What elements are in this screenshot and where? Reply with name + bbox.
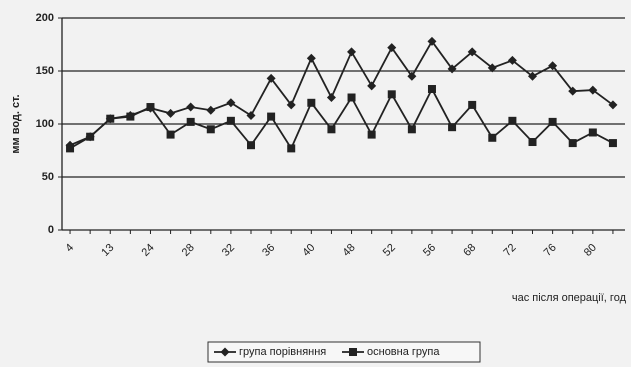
point [427,36,437,46]
point [166,130,175,139]
y-tick-label: 0 [48,224,54,236]
series-line [69,87,614,151]
y-axis-label: мм вод. ст. [10,94,22,153]
point [588,85,598,95]
x-tick-label: 28 [180,242,197,259]
point [407,125,416,134]
x-tick-label: 52 [381,242,398,259]
point [447,64,457,74]
point [467,47,477,57]
point [246,111,256,121]
point [507,55,517,65]
point [66,144,75,153]
legend-label: група порівняння [239,346,326,358]
x-tick-label: 76 [542,242,559,259]
legend-label: основна група [367,346,440,358]
point [568,86,578,96]
point [367,130,376,139]
point [548,117,557,126]
point [327,125,336,134]
point [86,132,95,141]
point [468,100,477,109]
point [266,73,276,83]
point [326,93,336,102]
point [267,112,276,121]
point [367,81,377,91]
x-tick-label: 56 [421,242,438,259]
x-tick-label: 24 [140,242,157,259]
point [349,348,357,356]
point [206,125,215,134]
y-tick-label: 150 [36,65,54,77]
x-tick-label: 13 [99,242,116,259]
x-tick-label: 40 [300,242,317,259]
x-tick-label: 36 [260,242,277,259]
x-tick-label: 32 [220,242,237,259]
point [588,128,597,137]
point [306,53,316,63]
y-tick-label: 200 [36,12,54,24]
point [286,100,296,110]
point [126,112,135,121]
point [206,105,216,115]
point [106,114,115,123]
x-tick-label: 68 [461,242,478,259]
point [427,85,436,94]
series-line [69,39,614,147]
x-axis-label: час після операції, год [512,292,627,304]
x-tick-label: 72 [501,242,518,259]
point [287,144,296,153]
point [487,63,497,73]
point [387,90,396,99]
point [528,138,537,147]
point [186,117,195,126]
y-tick-label: 50 [42,171,54,183]
point [528,71,538,81]
point [508,116,517,125]
point [347,93,356,102]
point [307,98,316,107]
point [387,43,397,53]
point [226,116,235,125]
point [220,347,230,357]
point [568,139,577,148]
point [448,123,457,132]
point [146,103,155,112]
x-tick-label: 4 [63,242,76,255]
point [226,98,236,108]
point [407,71,417,81]
point [186,102,196,112]
x-tick-label: 80 [582,242,599,259]
y-tick-label: 100 [36,118,54,130]
point [608,139,617,148]
point [166,108,176,118]
point [548,61,558,71]
x-tick-label: 48 [341,242,358,259]
point [247,141,256,150]
point [347,47,357,57]
point [488,133,497,142]
point [608,100,618,110]
